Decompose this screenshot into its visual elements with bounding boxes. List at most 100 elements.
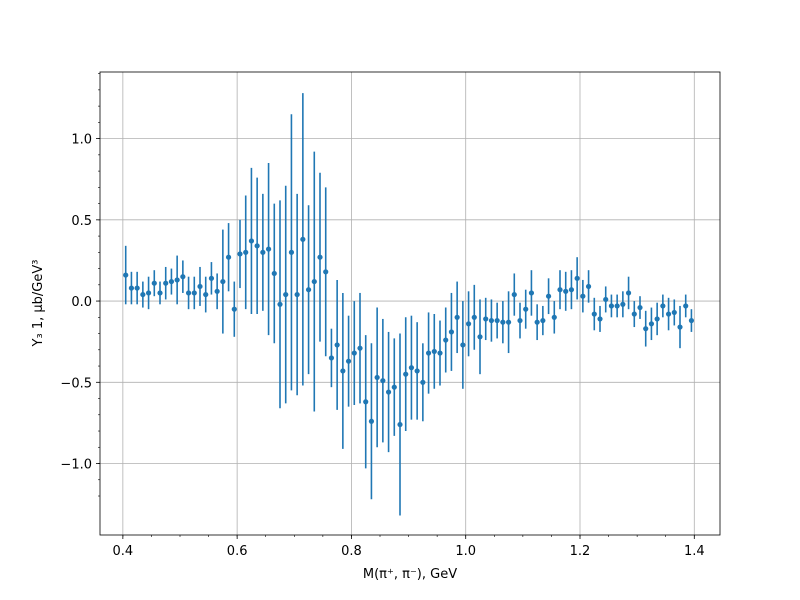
- data-point: [551, 314, 557, 320]
- data-point: [494, 317, 500, 324]
- data-point: [511, 291, 517, 298]
- data-point: [488, 317, 495, 324]
- data-point: [540, 317, 546, 324]
- data-point: [248, 238, 255, 244]
- data-point: [277, 301, 283, 307]
- y-tick-labels: −1.0 −0.5 0.0 0.5 1.0: [60, 133, 92, 473]
- data-point: [328, 355, 335, 361]
- y-tick-label: −1.0: [60, 458, 92, 473]
- data-point: [683, 303, 689, 309]
- data-point: [660, 303, 666, 309]
- data-point: [368, 418, 375, 424]
- data-point: [134, 285, 140, 291]
- data-point: [163, 280, 169, 286]
- data-point: [334, 342, 340, 348]
- data-point: [374, 374, 380, 381]
- data-point: [614, 303, 620, 309]
- data-point: [585, 283, 592, 290]
- data-point: [528, 290, 535, 296]
- x-tick-label: 0.6: [227, 544, 248, 559]
- data-point: [568, 287, 575, 293]
- data-point: [454, 314, 460, 320]
- data-point: [168, 278, 175, 285]
- data-point: [237, 251, 243, 257]
- data-point: [563, 288, 569, 294]
- data-point: [677, 324, 683, 330]
- data-point: [437, 350, 443, 356]
- x-tick-label: 1.4: [684, 544, 705, 559]
- x-tick-label: 1.0: [455, 544, 476, 559]
- x-tick-labels: 0.4 0.6 0.8 1.0 1.2 1.4: [113, 544, 705, 559]
- data-point: [140, 291, 146, 298]
- x-tick-label: 1.2: [570, 544, 591, 559]
- data-point: [357, 345, 363, 351]
- data-point: [597, 316, 603, 322]
- data-point: [123, 272, 129, 278]
- data-point: [625, 290, 632, 296]
- data-point: [431, 348, 437, 355]
- data-point: [380, 378, 386, 384]
- plot-frame: [99, 71, 721, 536]
- data-point: [603, 296, 609, 303]
- x-tick-label: 0.4: [113, 544, 134, 559]
- data-point: [260, 249, 266, 255]
- y-tick-label: −0.5: [60, 376, 92, 391]
- data-point: [574, 275, 580, 281]
- data-point: [323, 269, 329, 275]
- data-point: [185, 290, 192, 296]
- data-point: [637, 304, 643, 311]
- data-point: [500, 319, 506, 325]
- axis-ticks: [96, 73, 695, 539]
- data-point: [385, 389, 392, 395]
- data-point: [620, 301, 626, 307]
- data-point: [180, 274, 186, 280]
- data-point: [580, 293, 586, 299]
- y-tick-label: 1.0: [71, 133, 92, 148]
- data-point: [191, 290, 197, 296]
- data-point: [157, 290, 163, 296]
- data-point: [231, 306, 237, 312]
- data-point: [671, 309, 677, 316]
- data-point: [654, 316, 660, 322]
- data-point: [471, 314, 477, 320]
- data-point: [391, 384, 397, 390]
- data-point: [557, 287, 563, 293]
- data-point: [151, 280, 157, 286]
- data-point: [534, 319, 540, 325]
- data-point: [145, 290, 152, 296]
- grid: [100, 72, 720, 535]
- data-point: [311, 278, 317, 285]
- data-point: [465, 321, 472, 327]
- data-point: [523, 306, 529, 312]
- data-point: [397, 421, 403, 428]
- data-point: [283, 291, 289, 298]
- data-point: [243, 249, 249, 255]
- data-points: [123, 236, 695, 428]
- data-point: [545, 293, 552, 299]
- data-point: [477, 334, 483, 340]
- data-point: [483, 316, 489, 322]
- x-axis-label: M(π⁺, π⁻), GeV: [363, 567, 457, 582]
- data-point: [688, 317, 695, 324]
- data-point: [505, 319, 512, 325]
- error-bars: [124, 93, 693, 516]
- data-point: [340, 368, 346, 374]
- data-point: [214, 288, 220, 294]
- data-point: [448, 329, 455, 335]
- data-point: [591, 311, 597, 317]
- data-point: [271, 270, 277, 277]
- data-point: [305, 287, 312, 293]
- data-point: [363, 399, 369, 405]
- data-point: [317, 254, 323, 260]
- data-point: [665, 311, 672, 317]
- x-tick-label: 0.8: [341, 544, 362, 559]
- data-point: [631, 311, 637, 317]
- data-point: [225, 254, 232, 260]
- data-point: [420, 379, 426, 385]
- y-tick-label: 0.5: [71, 214, 92, 229]
- data-point: [414, 368, 420, 374]
- data-point: [254, 243, 260, 249]
- data-point: [648, 321, 655, 327]
- data-point: [174, 277, 180, 283]
